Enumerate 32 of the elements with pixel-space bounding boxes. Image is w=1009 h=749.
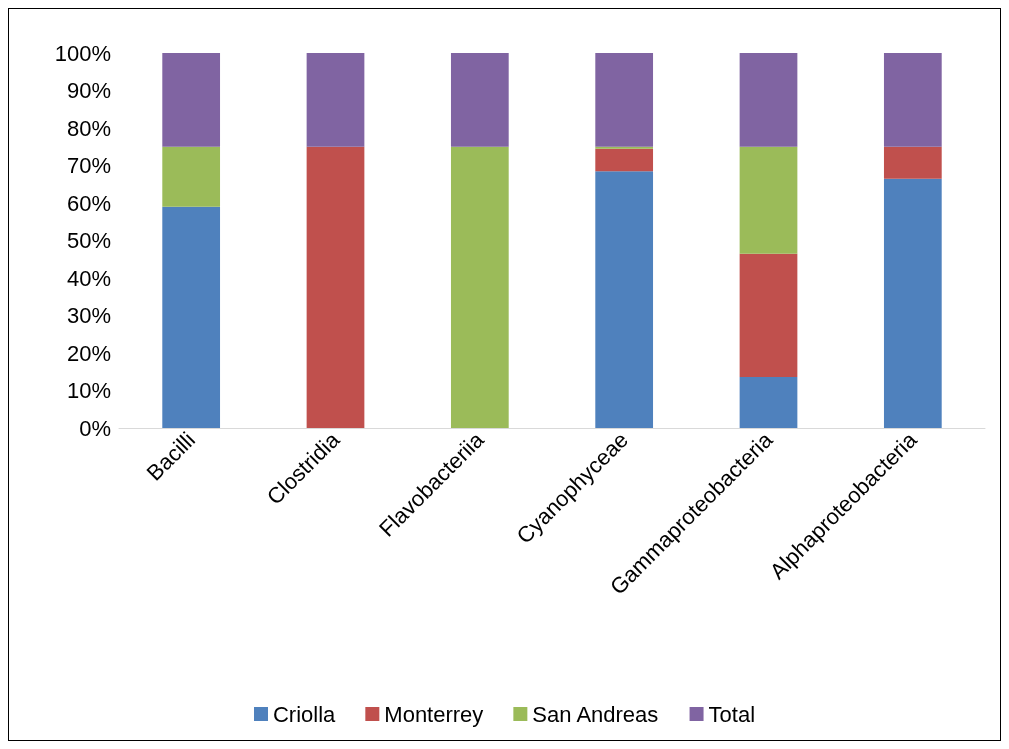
bar xyxy=(739,146,798,254)
y-tick-label: 80% xyxy=(66,115,111,141)
bar xyxy=(450,146,509,428)
bar xyxy=(162,146,221,207)
bar xyxy=(883,53,942,147)
y-tick-label: 100% xyxy=(54,40,111,66)
bar xyxy=(306,146,365,428)
y-tick-label: 30% xyxy=(66,303,111,328)
legend-label: Monterrey xyxy=(384,701,484,727)
bar xyxy=(595,171,654,428)
legend-label: Total xyxy=(708,701,756,727)
bar xyxy=(450,53,509,147)
y-tick-label: 20% xyxy=(66,340,111,366)
bar xyxy=(162,53,221,147)
bar xyxy=(306,53,365,147)
bar xyxy=(883,146,942,179)
bar xyxy=(739,53,798,147)
bar xyxy=(162,206,221,428)
bar xyxy=(883,178,942,428)
bar xyxy=(739,253,798,377)
bar xyxy=(595,53,654,147)
y-tick-label: 50% xyxy=(66,228,111,253)
y-tick-label: 60% xyxy=(66,190,111,216)
y-tick-label: 90% xyxy=(66,78,111,103)
bar xyxy=(739,377,798,428)
y-tick-label: 70% xyxy=(66,153,111,178)
y-tick-label: 0% xyxy=(79,415,111,441)
y-tick-label: 10% xyxy=(66,378,111,403)
bar xyxy=(595,148,654,172)
legend-label: Criolla xyxy=(272,701,337,727)
y-tick-label: 40% xyxy=(66,265,111,291)
legend-label: San Andreas xyxy=(532,701,659,727)
